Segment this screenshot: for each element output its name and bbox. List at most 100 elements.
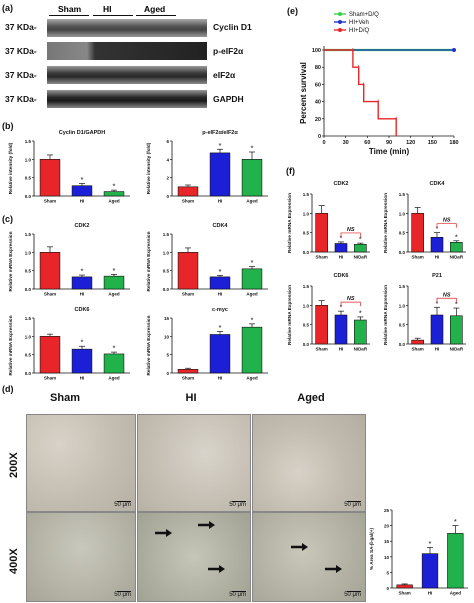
y-tick-label: 0.5	[25, 269, 32, 274]
x-tick-label: Aged	[246, 199, 258, 204]
chart-title: CDK6	[334, 273, 349, 279]
x-tick-label: NiDaR	[450, 347, 464, 352]
y-tick-label: 1.5	[303, 192, 310, 197]
significance-star: *	[219, 323, 222, 332]
y-tick-label: 0.5	[25, 176, 32, 181]
scale-bar: 50 μm	[344, 501, 361, 508]
scale-bar-label: 50 μm	[344, 502, 361, 508]
y-tick-label: 0.0	[303, 342, 310, 347]
blot-group-hi: HI	[103, 4, 112, 14]
bar	[177, 186, 199, 197]
bar	[209, 334, 231, 374]
y-tick-label: 1.5	[25, 139, 32, 144]
x-tick-label: Aged	[108, 199, 120, 204]
micrograph-sham-200x: 50 μm	[26, 414, 136, 512]
blot-group-sham: Sham	[58, 4, 82, 14]
y-tick-label: 4	[166, 157, 169, 162]
bar	[411, 213, 424, 253]
arrow-icon	[291, 543, 308, 551]
x-tick-label: Aged	[108, 376, 120, 381]
x-tick-label: Sham	[316, 347, 328, 352]
x-tick-label: Sham	[44, 199, 56, 204]
western-blot: Sham HI Aged 37 KDa- Cyclin D1 37 KDa- p…	[3, 4, 263, 114]
scale-bar-label: 50 μm	[344, 592, 361, 598]
scale-bar: 50 μm	[229, 591, 246, 598]
chart-title: p-eIF2α/eIF2α	[202, 130, 238, 136]
series-line	[324, 49, 397, 136]
blot-group-line	[136, 15, 176, 16]
panel-label-e: (e)	[287, 6, 298, 16]
significance-star: *	[219, 141, 222, 150]
y-tick-label: 60	[315, 82, 321, 88]
y-tick-label: 0.0	[25, 371, 32, 376]
legend-label: HI+Veh	[349, 20, 369, 26]
y-tick-label: 15	[164, 316, 170, 321]
y-tick-label: 20	[315, 117, 321, 123]
y-tick-label: 1.0	[399, 211, 406, 216]
y-tick-label: 1.0	[303, 303, 310, 308]
legend-marker	[338, 20, 342, 24]
y-tick-label: 80	[315, 65, 321, 71]
y-tick-label: 5	[386, 570, 389, 575]
chart-f4: P21 0.0 0.5 1.0 1.5 Relative mRNA Expression S…	[383, 273, 466, 352]
y-tick-label: 1.5	[399, 192, 406, 197]
micrograph-hi-400x: 50 μm	[137, 512, 251, 602]
blot-kda-label: 37 KDa-	[5, 22, 37, 32]
y-tick-label: 0.0	[303, 250, 310, 255]
blot-band-cyclin-d1	[47, 19, 207, 37]
scale-bar-label: 50 μm	[229, 592, 246, 598]
x-tick-label: 150	[428, 140, 437, 146]
significance-star: *	[455, 232, 458, 241]
y-axis-label: Relative mRNA Expression	[383, 285, 388, 345]
chart-title: CDK2	[75, 223, 90, 229]
significance-star: *	[340, 233, 343, 242]
y-tick-label: 6	[166, 139, 169, 144]
x-tick-label: HI	[80, 376, 85, 381]
micro-group-sham: Sham	[50, 392, 80, 404]
x-tick-label: HI	[435, 255, 440, 260]
bar	[241, 268, 263, 290]
scale-bar-line	[347, 591, 361, 592]
scale-bar: 50 μm	[229, 501, 246, 508]
y-axis-label: Relative mRNA Expression	[287, 193, 292, 253]
y-tick-label: 0.5	[303, 323, 310, 328]
bar	[241, 326, 263, 374]
y-tick-label: 0	[166, 371, 169, 376]
bar	[430, 314, 444, 345]
y-tick-label: 1.0	[303, 211, 310, 216]
micro-group-aged: Aged	[297, 392, 325, 404]
blot-group-aged: Aged	[144, 4, 166, 14]
panel-label-f: (f)	[286, 166, 295, 176]
bar	[71, 348, 93, 374]
end-marker	[452, 48, 456, 52]
y-tick-label: 0.5	[25, 353, 32, 358]
y-axis-label: Relative intensity (fold)	[8, 142, 13, 194]
significance-star: *	[219, 267, 222, 276]
x-tick-label: Sham	[182, 376, 194, 381]
ns-label: NS	[347, 227, 355, 233]
ns-bracket	[436, 223, 457, 228]
chart-title: c-myc	[212, 307, 228, 313]
bar	[315, 305, 328, 345]
blot-kda-label: 37 KDa-	[5, 46, 37, 56]
significance-star: *	[251, 258, 254, 267]
ns-label: NS	[443, 292, 451, 298]
scale-bar-label: 50 μm	[114, 502, 131, 508]
significance-star: *	[81, 338, 84, 347]
arrow-icon	[198, 521, 215, 529]
arrow-icon	[325, 565, 342, 573]
blot-band-gapdh	[47, 90, 207, 108]
y-axis-label: % Area SA-β-gal(+)	[369, 527, 374, 570]
y-axis-label: Relative intensity (fold)	[146, 142, 151, 194]
legend-label: HI+D/Q	[349, 28, 370, 34]
arrows-overlay	[155, 521, 225, 573]
significance-star: *	[340, 303, 343, 312]
x-tick-label: Sham	[316, 255, 328, 260]
y-tick-label: 0.5	[163, 269, 170, 274]
x-tick-label: Sham	[399, 591, 411, 596]
y-tick-label: 0.5	[399, 231, 406, 236]
significance-star: *	[251, 144, 254, 153]
scale-bar-line	[232, 591, 246, 592]
significance-star: *	[113, 266, 116, 275]
legend-marker	[338, 28, 342, 32]
